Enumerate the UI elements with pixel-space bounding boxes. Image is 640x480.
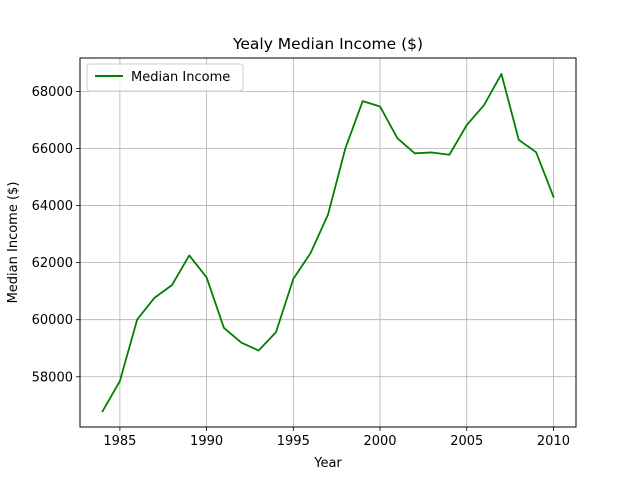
y-tick-label: 58000 xyxy=(32,370,73,385)
data-point xyxy=(258,350,260,352)
data-point xyxy=(379,106,381,108)
legend: Median Income xyxy=(86,63,244,92)
y-tick-label: 68000 xyxy=(32,85,73,100)
y-tick-label: 66000 xyxy=(32,142,73,157)
data-point xyxy=(102,410,104,412)
data-point xyxy=(362,100,364,102)
data-point xyxy=(535,151,537,153)
x-tick-label: 2000 xyxy=(363,434,396,449)
data-point xyxy=(206,276,208,278)
x-tick-label: 1990 xyxy=(190,434,223,449)
series-layer xyxy=(101,73,555,413)
data-point xyxy=(483,104,485,106)
data-point xyxy=(188,254,190,256)
data-point xyxy=(292,278,294,280)
y-axis-title: Median Income ($) xyxy=(6,182,21,304)
x-tick-label: 2010 xyxy=(537,434,570,449)
y-tick-label: 60000 xyxy=(32,313,73,328)
x-axis-ticks: 1985 1990 1995 2000 2005 2010 xyxy=(103,427,570,449)
x-tick-label: 1985 xyxy=(103,434,136,449)
data-point xyxy=(414,152,416,154)
x-axis-title: Year xyxy=(313,456,342,471)
data-point xyxy=(154,297,156,299)
data-point xyxy=(223,327,225,329)
x-tick-label: 2005 xyxy=(450,434,483,449)
legend-label: Median Income xyxy=(131,70,230,85)
data-point xyxy=(136,318,138,320)
series-line-0 xyxy=(101,73,555,413)
data-point xyxy=(448,154,450,156)
data-point xyxy=(119,380,121,382)
data-point xyxy=(518,139,520,141)
data-point xyxy=(171,284,173,286)
data-point xyxy=(327,214,329,216)
y-tick-label: 64000 xyxy=(32,199,73,214)
data-point xyxy=(500,73,502,75)
data-point xyxy=(552,196,554,198)
data-point xyxy=(275,331,277,333)
data-point xyxy=(344,147,346,149)
x-tick-label: 1995 xyxy=(277,434,310,449)
y-axis-ticks: 58000 60000 62000 64000 66000 68000 xyxy=(32,85,80,385)
data-point xyxy=(310,252,312,254)
chart-title: Yealy Median Income ($) xyxy=(232,35,423,53)
legend-box xyxy=(86,63,244,92)
data-point xyxy=(466,124,468,126)
data-point xyxy=(431,151,433,153)
plot-area xyxy=(80,58,576,427)
data-point xyxy=(240,342,242,344)
plot-frame xyxy=(79,57,577,428)
data-point xyxy=(396,137,398,139)
grid-lines xyxy=(80,58,576,427)
y-tick-label: 62000 xyxy=(32,256,73,271)
